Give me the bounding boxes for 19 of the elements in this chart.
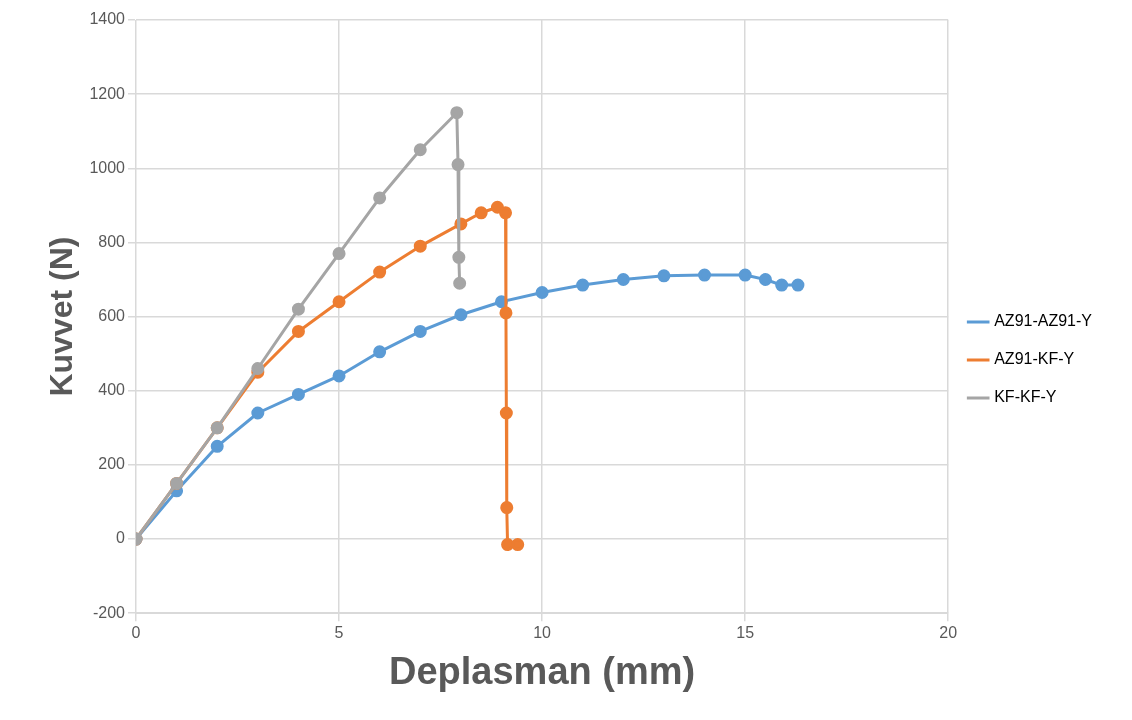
y-tick-label: 1200: [89, 84, 126, 102]
y-tick-label: 1000: [89, 158, 126, 176]
x-tick-label: 10: [533, 624, 552, 642]
x-tick-label: 5: [334, 624, 344, 642]
legend-label: AZ91-AZ91-Y: [994, 312, 1093, 330]
x-tick-label: 15: [736, 624, 755, 642]
legend-label: AZ91-KF-Y: [994, 350, 1075, 368]
y-tick-label: 400: [98, 381, 126, 399]
legend-label: KF-KF-Y: [994, 388, 1057, 406]
y-tick-label: 800: [98, 232, 126, 250]
y-axis-title: Kuvvet (N): [43, 236, 80, 397]
x-tick-label: 20: [939, 624, 958, 642]
y-tick-label: 1400: [89, 10, 126, 28]
y-tick-label: 0: [116, 529, 126, 547]
x-axis-title: Deplasman (mm): [388, 649, 696, 692]
y-tick-label: 600: [98, 307, 126, 325]
y-tick-label: 200: [98, 455, 126, 473]
y-tick-label: -200: [92, 603, 126, 621]
x-tick-label: 0: [131, 624, 141, 642]
